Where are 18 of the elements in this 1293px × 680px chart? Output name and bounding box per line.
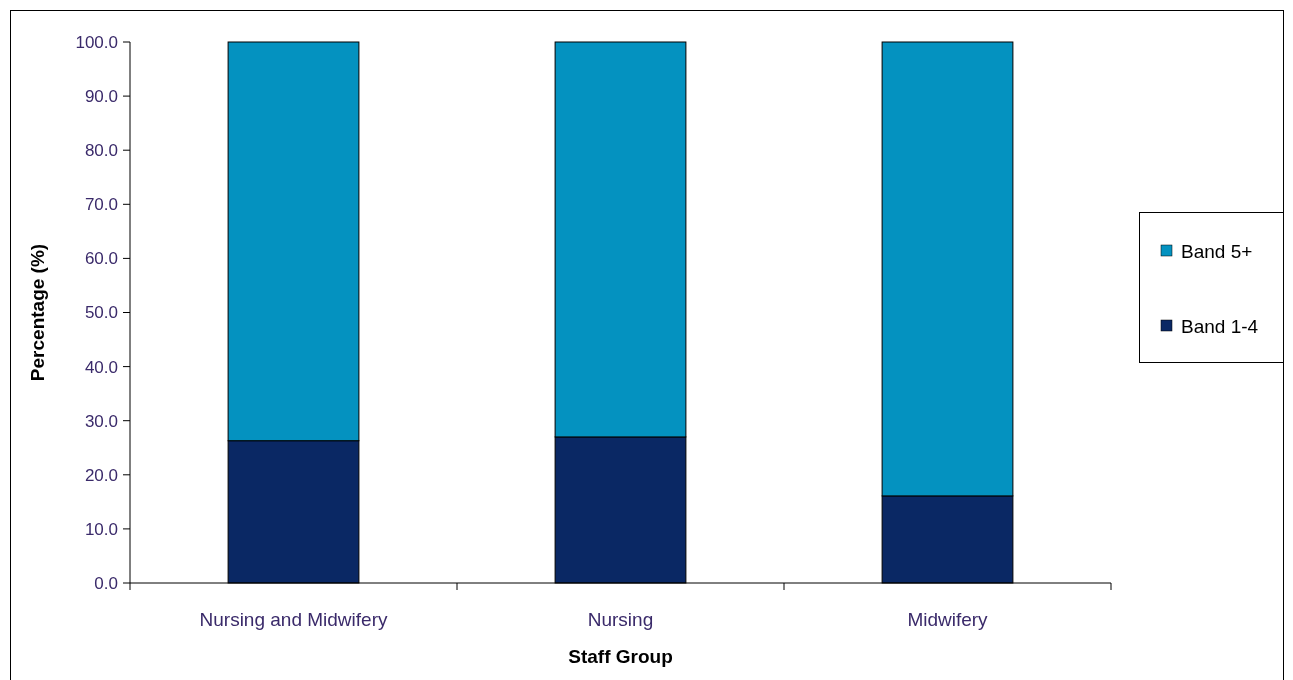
legend-label: Band 5+ [1181, 240, 1253, 262]
y-tick-label: 60.0 [84, 249, 118, 269]
y-tick-label: 80.0 [84, 141, 118, 161]
y-tick-label: 10.0 [84, 519, 118, 539]
x-tick-label: Midwifery [907, 609, 989, 630]
y-tick-label: 100.0 [75, 32, 118, 52]
y-tick-label: 50.0 [84, 303, 118, 323]
y-tick-label: 90.0 [84, 87, 118, 107]
y-tick-label: 20.0 [84, 465, 118, 485]
y-tick-label: 0.0 [94, 573, 118, 593]
y-axis-title: Percentage (%) [27, 243, 48, 382]
y-tick-label: 30.0 [84, 411, 118, 431]
y-tick-label: 40.0 [84, 357, 118, 377]
y-tick-label: 70.0 [84, 195, 118, 215]
x-tick-label: Nursing [587, 609, 654, 630]
x-axis-title: Staff Group [568, 646, 673, 667]
x-tick-label: Nursing and Midwifery [199, 609, 388, 630]
legend-label: Band 1-4 [1181, 315, 1259, 337]
